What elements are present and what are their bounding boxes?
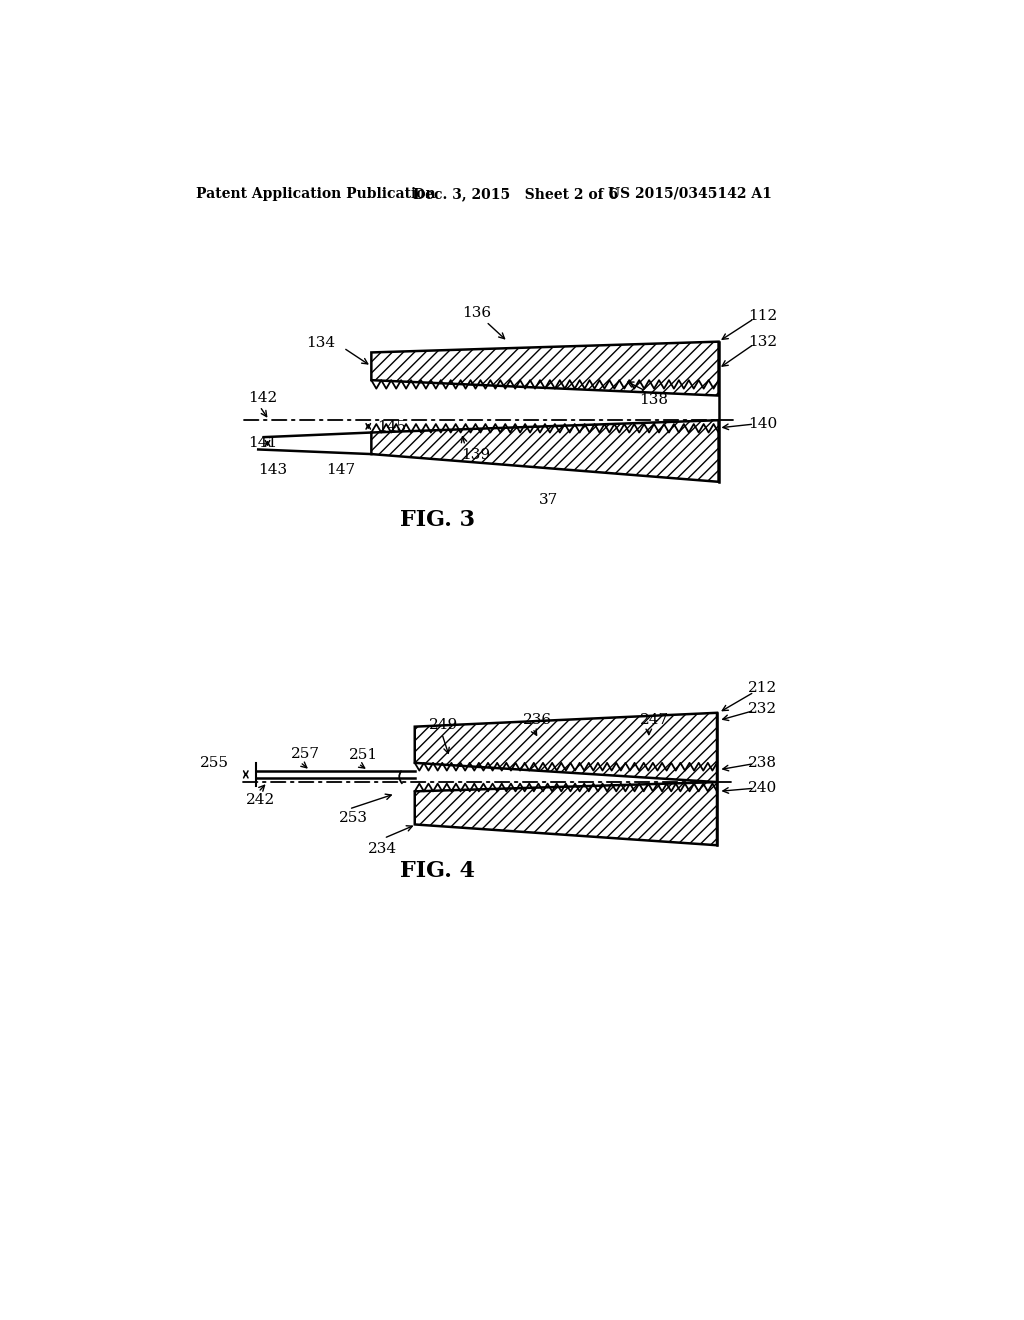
Text: Dec. 3, 2015   Sheet 2 of 6: Dec. 3, 2015 Sheet 2 of 6 (414, 187, 618, 201)
Text: 138: 138 (640, 393, 669, 408)
Text: 238: 238 (748, 756, 777, 770)
Text: 247: 247 (640, 713, 669, 726)
Text: Patent Application Publication: Patent Application Publication (197, 187, 436, 201)
Text: 240: 240 (748, 781, 777, 795)
Text: FIG. 4: FIG. 4 (400, 859, 475, 882)
Text: 145: 145 (378, 420, 407, 434)
Text: 112: 112 (748, 309, 777, 323)
Text: 139: 139 (461, 447, 490, 462)
Text: 132: 132 (748, 335, 777, 348)
Text: 134: 134 (306, 337, 336, 350)
Text: 136: 136 (462, 306, 492, 321)
Text: 140: 140 (748, 417, 777, 432)
Text: 242: 242 (246, 793, 275, 807)
Text: 257: 257 (291, 747, 319, 760)
Text: US 2015/0345142 A1: US 2015/0345142 A1 (608, 187, 772, 201)
Text: 236: 236 (523, 713, 552, 726)
Text: 249: 249 (429, 718, 458, 733)
Polygon shape (372, 342, 719, 396)
Text: 37: 37 (539, 492, 558, 507)
Polygon shape (415, 781, 717, 845)
Text: 251: 251 (349, 748, 378, 762)
Text: 142: 142 (248, 391, 278, 405)
Text: 234: 234 (369, 842, 397, 857)
Text: 141: 141 (248, 437, 278, 450)
Text: 143: 143 (258, 462, 288, 477)
Polygon shape (372, 420, 719, 482)
Text: 255: 255 (200, 756, 228, 770)
Text: 253: 253 (339, 812, 368, 825)
Text: 147: 147 (326, 462, 354, 477)
Polygon shape (415, 713, 717, 781)
Text: FIG. 3: FIG. 3 (400, 510, 475, 532)
Text: 232: 232 (748, 702, 777, 715)
Text: 212: 212 (748, 681, 777, 696)
